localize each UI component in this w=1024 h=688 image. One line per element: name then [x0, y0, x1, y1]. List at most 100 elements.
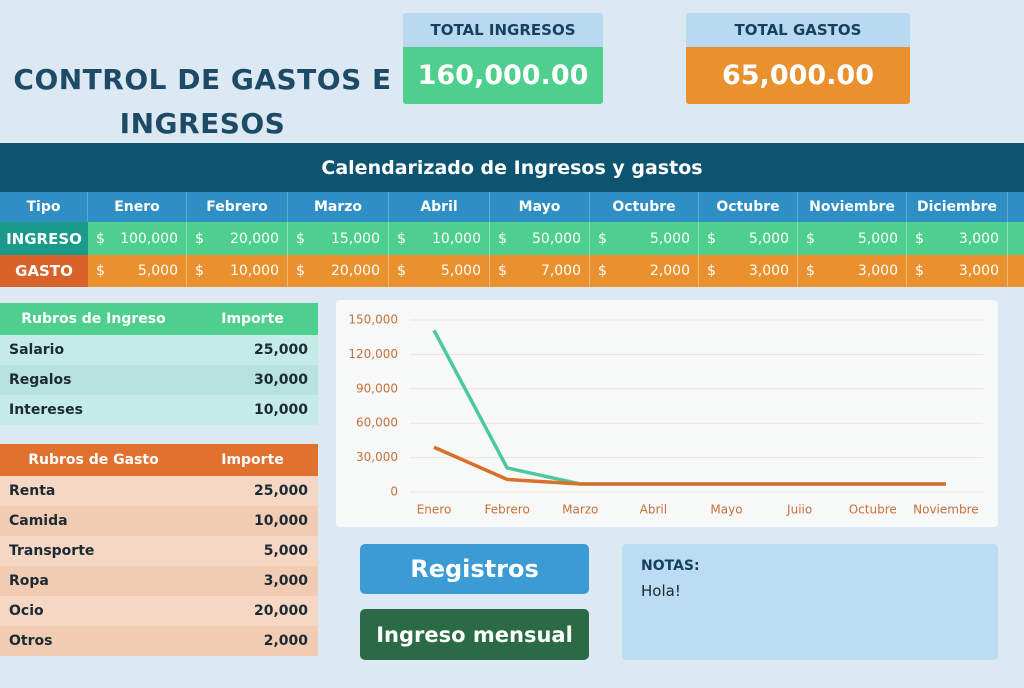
row-amount: 25,000 [187, 335, 318, 365]
row-name: Salario [0, 335, 187, 365]
column-header: Abril [389, 192, 490, 222]
column-header: Marzo [288, 192, 389, 222]
total-value: 160,000.00 [403, 47, 603, 104]
amount-cell: $10,000 [187, 255, 288, 287]
notes-box: NOTAS: Hola! [622, 544, 998, 660]
series-line [432, 329, 946, 486]
button[interactable]: Ingreso mensual [360, 609, 589, 660]
currency: $ [707, 263, 716, 279]
x-tick-label: Juiio [786, 503, 812, 517]
currency: $ [96, 263, 105, 279]
currency: $ [915, 230, 924, 247]
total-card: TOTAL INGRESOS 160,000.00 [403, 13, 603, 104]
amount-cell: $5,000 [88, 255, 187, 287]
row-amount: 10,000 [187, 506, 318, 536]
amount: 10,000 [230, 263, 279, 279]
amount-cell: $7,000 [490, 255, 590, 287]
row-amount: 2,000 [187, 626, 318, 656]
header-row-bg [0, 192, 1024, 222]
currency: $ [195, 230, 204, 247]
currency: $ [296, 230, 305, 247]
row-bg [0, 222, 1024, 255]
amount: 5,000 [649, 230, 690, 247]
amount-cell: $3,000 [907, 255, 1008, 287]
row-name: Ropa [0, 566, 187, 596]
amount-cell: $3,000 [907, 222, 1008, 255]
row-bg [0, 255, 1024, 287]
column-header: Enero [88, 192, 187, 222]
amount: 7,000 [540, 263, 581, 279]
amount: 10,000 [432, 230, 481, 247]
y-tick-label: 30,000 [356, 450, 398, 464]
y-tick-label: 0 [390, 485, 398, 499]
x-tick-label: Abril [640, 503, 667, 517]
amount-cell: $5,000 [798, 222, 907, 255]
row-name: Camida [0, 506, 187, 536]
amount-cell: $20,000 [288, 255, 389, 287]
row-name: Intereses [0, 395, 187, 425]
row-amount: 10,000 [187, 395, 318, 425]
currency: $ [806, 263, 815, 279]
row-name: Ocio [0, 596, 187, 626]
x-tick-label: Marzo [562, 503, 598, 517]
amount-cell: $2,000 [590, 255, 699, 287]
notes-title: NOTAS: [641, 558, 700, 574]
amount-cell: $3,000 [699, 255, 798, 287]
currency: $ [397, 230, 406, 247]
series-line [433, 445, 946, 486]
page-title: CONTROL DE GASTOS E INGRESOS [13, 63, 392, 140]
amount-cell: $5,000 [590, 222, 699, 255]
column-header: Noviembre [798, 192, 907, 222]
amount: 2,000 [649, 263, 690, 279]
y-tick-label: 120,000 [348, 347, 398, 361]
amount: 20,000 [331, 263, 380, 279]
currency: $ [707, 230, 716, 247]
amount-cell: $5,000 [389, 255, 490, 287]
row-amount: 30,000 [187, 365, 318, 395]
amount: 3,000 [857, 263, 898, 279]
column-header: Febrero [187, 192, 288, 222]
amount: 3,000 [958, 263, 999, 279]
x-tick-label: Febrero [484, 503, 529, 517]
currency: $ [598, 230, 607, 247]
amount: 5,000 [857, 230, 898, 247]
amount-cell: $5,000 [699, 222, 798, 255]
amount: 5,000 [137, 263, 178, 279]
chart: 0 30,000 60,000 90,000 120,000 150,000 Enero Fe… [348, 313, 983, 517]
amount-cell: $3,000 [798, 255, 907, 287]
row-label: GASTO [0, 255, 88, 287]
amount: 5,000 [748, 230, 789, 247]
column-header: Octubre [590, 192, 699, 222]
y-tick-label: 90,000 [356, 381, 398, 395]
amount: 20,000 [230, 230, 279, 247]
currency: $ [498, 230, 507, 247]
column-header: Diciembre [907, 192, 1008, 222]
currency: $ [195, 263, 204, 279]
amount-cell: $15,000 [288, 222, 389, 255]
amount: 50,000 [532, 230, 581, 247]
chart-panel: 0 30,000 60,000 90,000 120,000 150,000 Enero Fe… [336, 300, 998, 527]
currency: $ [498, 263, 507, 279]
row-label: INGRESO [0, 222, 88, 255]
button[interactable]: Registros [360, 544, 589, 594]
table-header: Importe [187, 303, 318, 335]
x-tick-label: Enero [417, 503, 452, 517]
currency: $ [806, 230, 815, 247]
amount: 3,000 [958, 230, 999, 247]
total-label: TOTAL INGRESOS [403, 13, 603, 47]
row-amount: 3,000 [187, 566, 318, 596]
row-amount: 25,000 [187, 476, 318, 506]
amount: 3,000 [748, 263, 789, 279]
calendar-title: Calendarizado de Ingresos y gastos [0, 143, 1024, 192]
x-tick-label: Mayo [710, 503, 742, 517]
y-tick-label: 60,000 [356, 416, 398, 430]
table-header: Importe [187, 444, 318, 476]
column-header: Octubre [699, 192, 798, 222]
x-tick-label: Octubre [849, 503, 897, 517]
row-name: Otros [0, 626, 187, 656]
y-tick-label: 150,000 [348, 313, 398, 327]
column-header: Mayo [490, 192, 590, 222]
currency: $ [397, 263, 406, 279]
column-header: Tipo [0, 192, 88, 222]
